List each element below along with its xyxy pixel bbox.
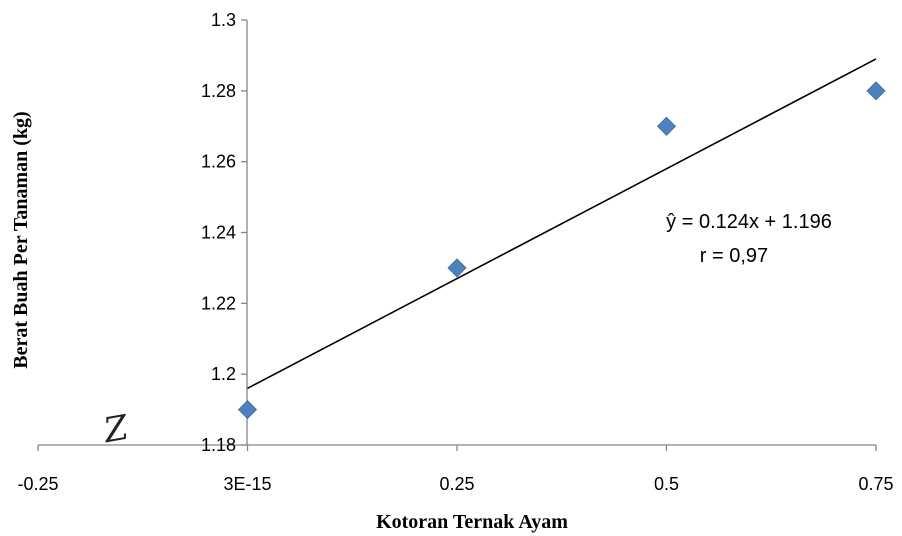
x-tick-label: 0.5 [654, 474, 679, 494]
data-point [866, 81, 886, 101]
data-point [447, 258, 467, 278]
data-points [237, 81, 886, 420]
x-ticks: -0.25 3E-15 0.25 0.5 0.75 [17, 445, 894, 494]
x-tick-label: -0.25 [17, 474, 58, 494]
y-tick-label: 1.28 [201, 81, 236, 101]
y-tick-label: 1.22 [201, 293, 236, 313]
x-tick-label: 0.75 [858, 474, 893, 494]
y-tick-label: 1.24 [201, 223, 236, 243]
x-axis-title: Kotoran Ternak Ayam [376, 511, 568, 533]
data-point [656, 116, 677, 136]
trendline [247, 58, 877, 390]
x-tick-label: 0.25 [439, 474, 474, 494]
x-tick-label: 3E-15 [223, 474, 271, 494]
y-tick-label: 1.3 [211, 10, 236, 30]
y-tick-label: 1.26 [201, 152, 236, 172]
equation-annotation: ŷ = 0.124x + 1.196 [666, 211, 832, 233]
y-axis-title: Berat Buah Per Tanaman (kg) [10, 111, 32, 368]
correlation-annotation: r = 0,97 [700, 245, 768, 267]
y-tick-label: 1.18 [201, 435, 236, 455]
y-tick-label: 1.2 [211, 364, 236, 384]
y-ticks: 1.18 1.2 1.22 1.24 1.26 1.28 1.3 [201, 10, 247, 455]
data-point [237, 400, 258, 420]
